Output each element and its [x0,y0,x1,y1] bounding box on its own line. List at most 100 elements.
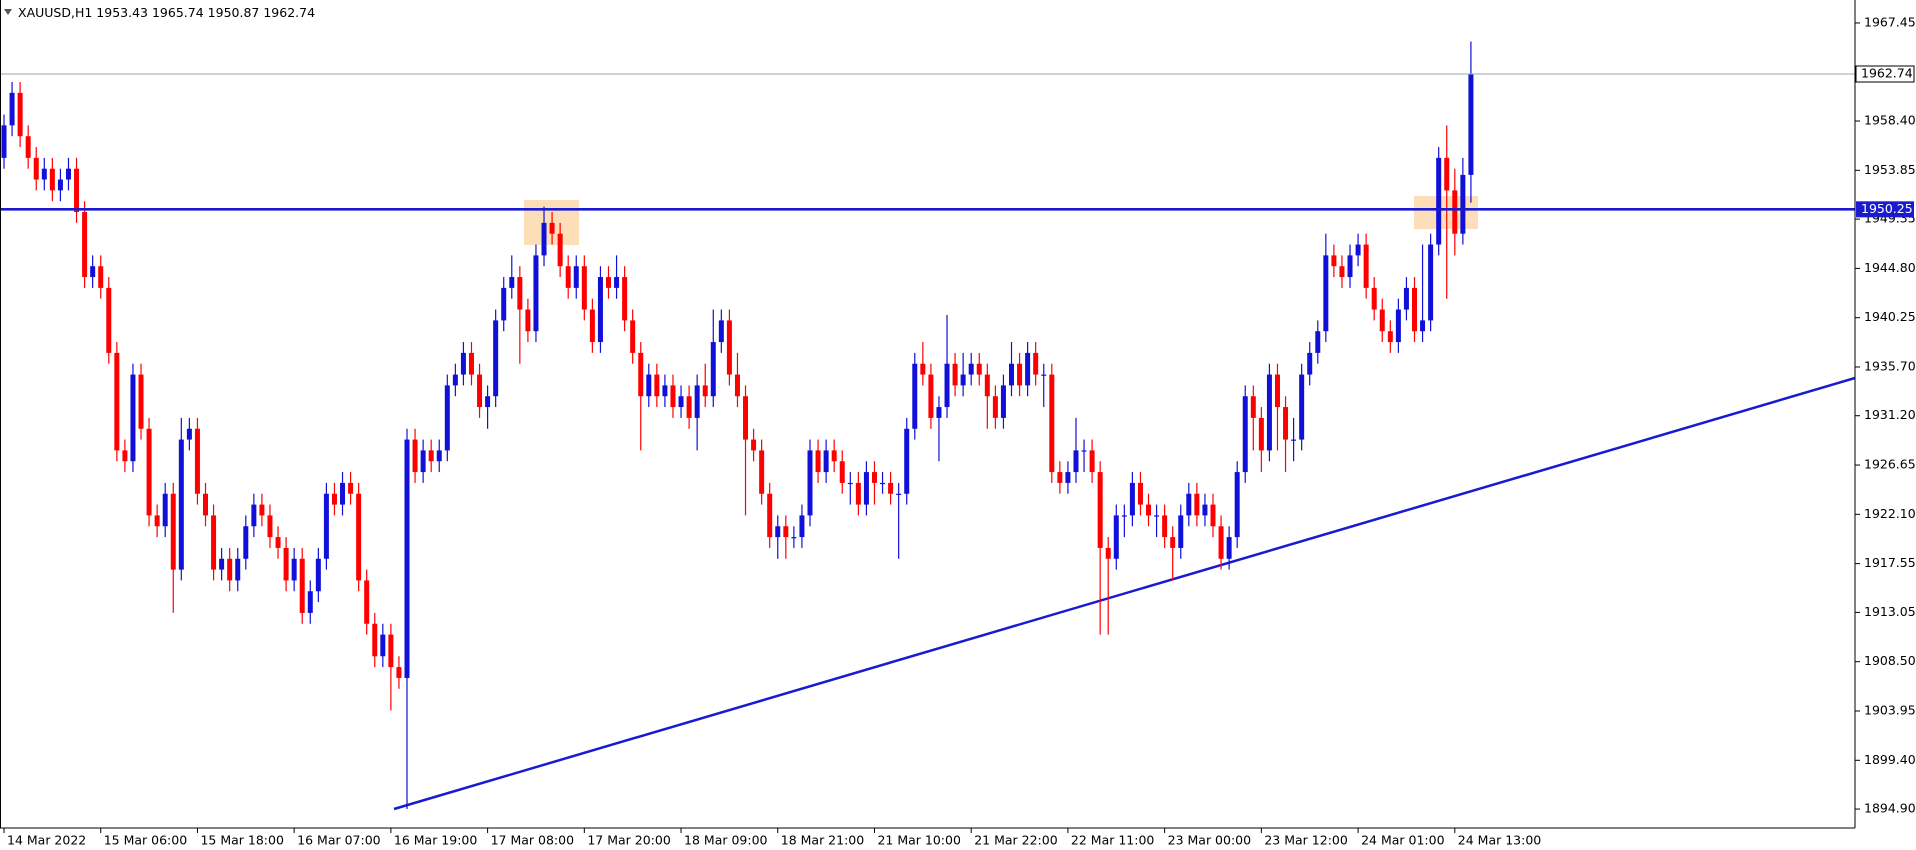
candle-body [678,396,684,408]
candle-body [267,515,273,538]
candle-body [307,591,313,613]
candle-body [855,482,861,505]
y-tick-label: 1953.85 [1864,162,1916,177]
y-tick-label: 1917.55 [1864,555,1916,570]
last-price-label: 1962.74 [1861,66,1913,81]
candle-body [41,168,47,180]
candle-body [541,222,547,256]
candle-body [203,493,208,516]
last-close: 1962.74 [263,5,315,20]
candle-body [1307,352,1313,375]
y-tick-label: 1894.90 [1864,801,1916,816]
x-tick-label: 21 Mar 10:00 [877,833,961,848]
candle-body [662,385,668,397]
candle-body [1331,255,1337,267]
candle-body [646,374,652,397]
candle-body [1154,515,1160,517]
candle-body [839,461,845,483]
candle-body [412,439,418,473]
candle-body [25,136,31,158]
candle-body [1210,504,1216,527]
candle-body [170,493,176,570]
candle-body [581,266,587,310]
candle-body [767,493,773,538]
candle-body [557,233,563,267]
candle-body [1250,396,1256,418]
candle-body [1291,439,1297,441]
candle-body [549,222,555,234]
candle-body [1089,450,1095,473]
candle-body [17,92,23,137]
candle-body [920,363,926,375]
candle-body [896,493,902,495]
y-tick-label: 1935.70 [1864,358,1916,373]
candles [1,41,1474,810]
candle-body [178,439,184,570]
candle-body [960,374,966,386]
candle-body [452,374,458,386]
candle-body [396,667,402,678]
candle-body [1460,174,1466,234]
candle-body [1444,157,1450,191]
candle-body [1468,74,1474,175]
candle-body [871,472,877,483]
y-tick-label: 1931.20 [1864,407,1916,422]
candle-body [863,472,869,505]
candle-body [589,309,595,343]
last-price-box [1855,65,1915,83]
y-tick-label: 1940.25 [1864,309,1916,324]
candle-body [468,352,474,375]
candle-body [74,168,80,213]
candle-body [718,320,724,343]
candle-body [106,287,112,353]
candle-body [243,526,249,559]
last-high: 1965.74 [152,5,204,20]
candle-body [686,396,692,418]
trendline [393,376,1856,811]
candle-body [1162,515,1168,538]
candle-body [1355,244,1361,256]
candle-body [380,634,386,657]
candle-body [219,558,225,570]
candle-body [186,428,192,440]
x-tick-label: 24 Mar 01:00 [1361,833,1445,848]
candle-body [1412,287,1417,332]
candle-body [291,558,297,581]
candle-body [1202,504,1208,516]
x-tick-label: 21 Mar 22:00 [974,833,1058,848]
candle-body [65,168,71,180]
candle-body [1315,331,1321,353]
candle-body [1234,472,1240,538]
candle-body [1,125,7,158]
last-low: 1950.87 [208,5,260,20]
candle-body [1146,504,1152,516]
candle-body [968,363,974,375]
candle-body [904,428,910,494]
candle-body [606,277,611,288]
highlight-zone [1414,196,1478,229]
candle-body [783,526,789,538]
candle-body [743,396,749,440]
candle-body [751,439,757,451]
y-tick-label: 1899.40 [1864,752,1916,767]
candle-body [597,277,603,343]
candle-body [1420,320,1426,332]
candle-body [509,277,515,288]
candle-body [759,450,765,494]
candle-body [630,320,636,353]
candle-body [573,266,579,288]
candle-body [880,482,886,485]
candle-body [211,515,217,570]
level-label: 1950.25 [1861,201,1913,216]
candle-body [364,580,370,624]
candle-body [33,157,39,180]
candle-body [1283,407,1289,440]
candle-body [1428,244,1434,321]
candle-body [436,450,442,462]
last-open: 1953.43 [96,5,148,20]
candle-body [1218,526,1224,559]
y-tick-label: 1903.95 [1864,702,1916,717]
